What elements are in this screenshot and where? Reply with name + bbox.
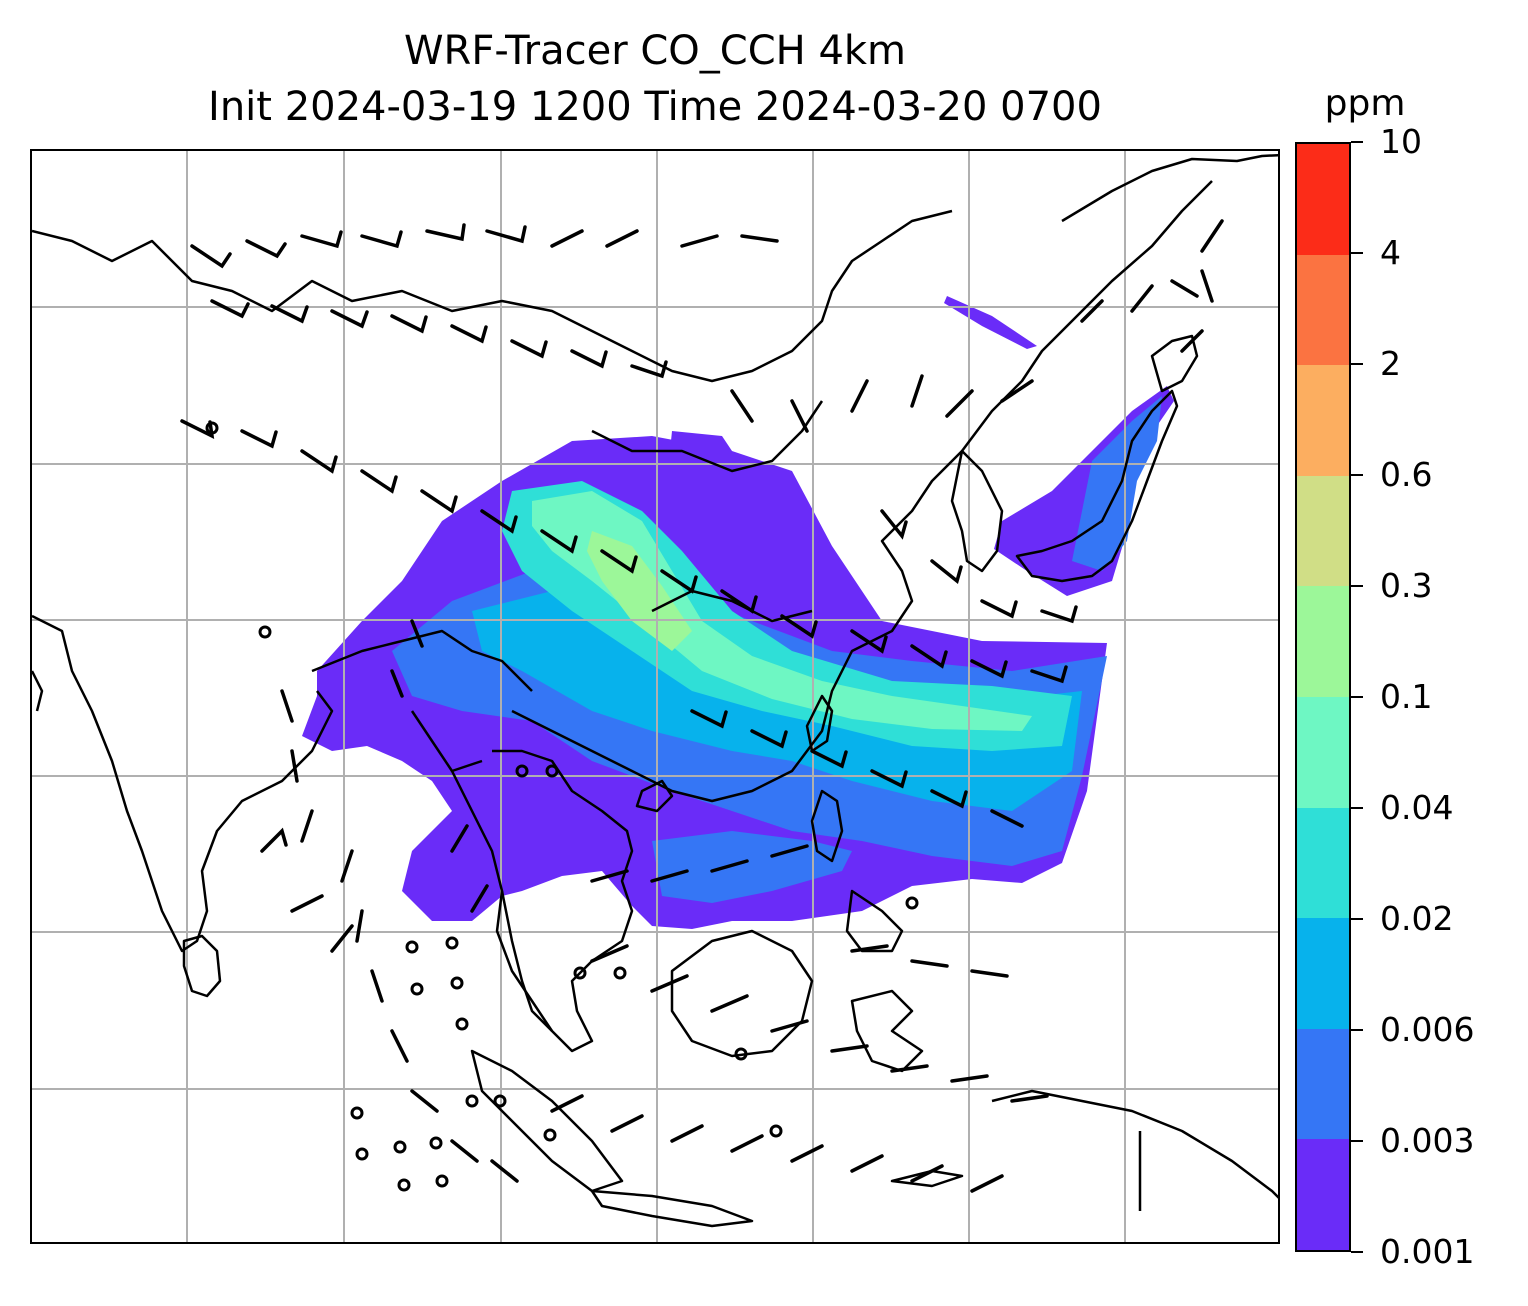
java: [590, 1189, 754, 1228]
colorbar-segment: [1297, 586, 1349, 698]
colorbar-segment: [1297, 365, 1349, 476]
colorbar-unit-label: ppm: [1324, 83, 1406, 124]
plume-level-0.001-korea-strip: [944, 296, 1037, 349]
colorbar-tick-label: 4: [1380, 233, 1401, 272]
colorbar-tick: [1351, 141, 1363, 143]
colorbar-tick: [1351, 1140, 1363, 1142]
korea: [950, 449, 1004, 573]
central-asia-borders: [32, 209, 953, 383]
colorbar-tick: [1351, 807, 1363, 809]
colorbar-segment: [1297, 475, 1349, 587]
colorbar-tick-label: 0.1: [1380, 677, 1433, 716]
colorbar-segment: [1297, 697, 1349, 808]
colorbar-tick-label: 0.001: [1380, 1232, 1475, 1271]
colorbar-segment: [1297, 1139, 1349, 1250]
map-canvas: [32, 151, 1278, 1242]
colorbar-tick-label: 0.3: [1380, 566, 1433, 605]
taiwan: [805, 694, 834, 753]
colorbar-tick-label: 0.006: [1380, 1010, 1475, 1049]
map-title-line-1: WRF-Tracer CO_CCH 4km: [403, 28, 907, 74]
sumatra: [470, 1049, 624, 1193]
colorbar-tick-label: 0.6: [1380, 455, 1433, 494]
calm-markers: [205, 421, 919, 1192]
colorbar-tick: [1351, 1251, 1363, 1253]
colorbar-tick-label: 2: [1380, 344, 1401, 383]
wind-barbs: [180, 219, 1224, 1193]
hainan: [635, 779, 674, 813]
sulawesi: [850, 989, 924, 1073]
himalaya-border: [311, 629, 533, 692]
colorbar-tick: [1351, 363, 1363, 365]
mongolia-border: [591, 400, 824, 473]
colorbar-segment: [1297, 144, 1349, 255]
map-panel[interactable]: [30, 149, 1280, 1244]
hokkaido: [1150, 334, 1199, 393]
north-coast: [1061, 153, 1278, 223]
philippines-luzon: [810, 789, 844, 863]
indochina: [450, 749, 634, 1053]
china-coast: [511, 180, 1213, 803]
graticule: [32, 151, 1278, 1242]
colorbar-tick: [1351, 474, 1363, 476]
colorbar: [1295, 142, 1351, 1252]
colorbar-tick: [1351, 696, 1363, 698]
india-coast: [32, 614, 334, 953]
colorbar-segment: [1297, 918, 1349, 1029]
new-guinea: [991, 1089, 1278, 1211]
colorbar-tick-label: 10: [1380, 122, 1422, 161]
myanmar-border: [410, 710, 483, 773]
plume-level-0.001-north: [670, 431, 732, 471]
colorbar-segment: [1297, 807, 1349, 919]
colorbar-tick-label: 0.02: [1380, 899, 1454, 938]
colorbar-tick-label: 0.04: [1380, 788, 1454, 827]
japan: [1015, 389, 1179, 583]
colorbar-segment: [1297, 1028, 1349, 1140]
malay-peninsula: [500, 890, 553, 1032]
india-west-coast: [32, 670, 44, 712]
colorbar-tick: [1351, 252, 1363, 254]
colorbar-tick-label: 0.003: [1380, 1121, 1475, 1160]
colorbar-tick: [1351, 585, 1363, 587]
colorbar-tick: [1351, 1029, 1363, 1031]
philippines-south: [845, 889, 904, 953]
colorbar-tick: [1351, 918, 1363, 920]
map-title-line-2: Init 2024-03-19 1200 Time 2024-03-20 070…: [208, 84, 1102, 130]
borneo: [670, 929, 814, 1058]
timor: [890, 1169, 964, 1188]
colorbar-segment: [1297, 254, 1349, 366]
sri-lanka: [182, 934, 222, 998]
